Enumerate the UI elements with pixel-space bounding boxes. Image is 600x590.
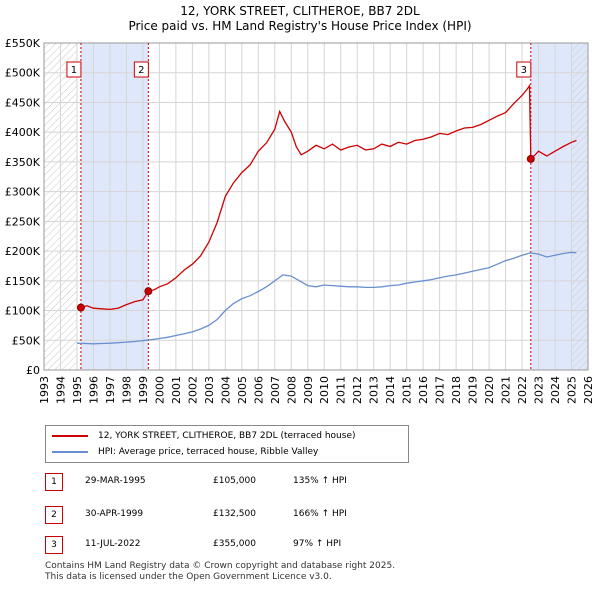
x-tick-label: 2022	[516, 376, 529, 404]
legend-item-property: 12, YORK STREET, CLITHEROE, BB7 2DL (ter…	[52, 429, 356, 443]
x-tick-label: 2008	[285, 376, 298, 404]
sale-date: 29-MAR-1995	[85, 476, 146, 486]
sale-point	[76, 303, 85, 312]
plot-frame	[43, 42, 589, 371]
legend-item-hpi: HPI: Average price, terraced house, Ribb…	[52, 445, 318, 459]
x-tick-label: 2000	[153, 376, 166, 404]
x-tick-label: 2014	[384, 376, 397, 404]
x-tick-label: 2012	[351, 376, 364, 404]
x-tick-label: 2009	[302, 376, 315, 404]
x-tick-label: 2015	[401, 376, 414, 404]
y-tick-label: £200K	[5, 245, 41, 258]
series-line-hpi	[76, 251, 577, 345]
x-tick-label: 1999	[137, 376, 150, 404]
x-tick-label: 2017	[434, 376, 447, 404]
chart-title-subtitle: Price paid vs. HM Land Registry's House …	[128, 19, 472, 33]
sale-hpi-change: 97% ↑ HPI	[293, 539, 342, 549]
x-tick-label: 2013	[368, 376, 381, 404]
price-chart: £0 £50K £100K £150K £200K £250K £300K £350K £400…	[5, 37, 595, 404]
shaded-period	[80, 43, 149, 370]
hatched-period	[571, 43, 588, 370]
x-tick-label: 2025	[566, 376, 579, 404]
x-tick-label: 2007	[269, 376, 282, 404]
x-tick-label: 2021	[500, 376, 513, 404]
x-tick-label: 2003	[203, 376, 216, 404]
x-tick-label: 2018	[450, 376, 463, 404]
y-tick-label: £500K	[5, 67, 41, 80]
sale-marker-box	[133, 61, 149, 78]
footer-licence: This data is licensed under the Open Gov…	[45, 572, 332, 582]
x-tick-label: 2001	[170, 376, 183, 404]
sale-date: 11-JUL-2022	[85, 539, 141, 549]
legend-label-hpi: HPI: Average price, terraced house, Ribb…	[98, 447, 319, 457]
x-tick-label: 1997	[104, 376, 117, 404]
x-tick-label: 1998	[120, 376, 133, 404]
sale-number-badge: 2	[45, 506, 63, 524]
y-tick-label: £0	[26, 364, 40, 377]
y-tick-label: £300K	[5, 186, 41, 199]
y-tick-label: £400K	[5, 126, 41, 139]
x-tick-label: 1994	[54, 376, 67, 404]
y-tick-label: £150K	[5, 275, 41, 288]
legend-swatch-property	[52, 435, 88, 437]
sale-number-badge: 3	[45, 536, 63, 554]
sale-price: £132,500	[213, 509, 256, 519]
sale-price: £355,000	[213, 539, 256, 549]
x-tick-label: 2005	[236, 376, 249, 404]
sale-row: 3 11-JUL-2022 £355,000 97% ↑ HPI	[45, 536, 465, 554]
y-tick-label: £350K	[5, 156, 41, 169]
x-tick-label: 2019	[467, 376, 480, 404]
sale-number-badge: 1	[45, 473, 63, 491]
footer-copyright: Contains HM Land Registry data © Crown c…	[45, 561, 396, 571]
y-tick-label: £550K	[5, 37, 41, 50]
x-tick-label: 2023	[533, 376, 546, 404]
x-tick-label: 2011	[335, 376, 348, 404]
y-tick-label: £100K	[5, 305, 41, 318]
x-tick-label: 2002	[186, 376, 199, 404]
x-tick-label: 2020	[483, 376, 496, 404]
sale-row: 2 30-APR-1999 £132,500 166% ↑ HPI	[45, 506, 465, 524]
footer-attribution: Contains HM Land Registry data © Crown c…	[45, 561, 395, 583]
sale-marker-box	[516, 61, 532, 78]
sale-row: 1 29-MAR-1995 £105,000 135% ↑ HPI	[45, 473, 465, 491]
x-tick-label: 2016	[417, 376, 430, 404]
x-tick-label: 2006	[252, 376, 265, 404]
x-tick-label: 1995	[71, 376, 84, 404]
y-tick-label: £250K	[5, 215, 41, 228]
x-tick-label: 2026	[582, 376, 595, 404]
sale-price: £105,000	[213, 476, 256, 486]
x-tick-label: 2024	[549, 376, 562, 404]
sale-date: 30-APR-1999	[85, 509, 144, 519]
series-line-property	[80, 83, 577, 311]
sale-hpi-change: 166% ↑ HPI	[293, 509, 347, 519]
x-tick-label: 2004	[219, 376, 232, 404]
legend-swatch-hpi	[52, 451, 88, 453]
x-tick-label: 2010	[318, 376, 331, 404]
x-tick-label: 1993	[38, 376, 51, 404]
sale-marker-box	[66, 61, 82, 78]
sale-marker-label: 3	[521, 65, 527, 76]
chart-title-address: 12, YORK STREET, CLITHEROE, BB7 2DL	[180, 4, 420, 18]
chart-legend: 12, YORK STREET, CLITHEROE, BB7 2DL (ter…	[45, 425, 409, 463]
y-tick-label: £50K	[12, 334, 41, 347]
legend-label-property: 12, YORK STREET, CLITHEROE, BB7 2DL (ter…	[98, 431, 356, 441]
sale-point	[144, 287, 153, 296]
y-tick-label: £450K	[5, 96, 41, 109]
x-tick-label: 1996	[87, 376, 100, 404]
sale-marker-label: 1	[71, 65, 77, 76]
sale-marker-label: 2	[138, 65, 144, 76]
sale-hpi-change: 135% ↑ HPI	[293, 476, 347, 486]
sale-point	[526, 154, 535, 163]
